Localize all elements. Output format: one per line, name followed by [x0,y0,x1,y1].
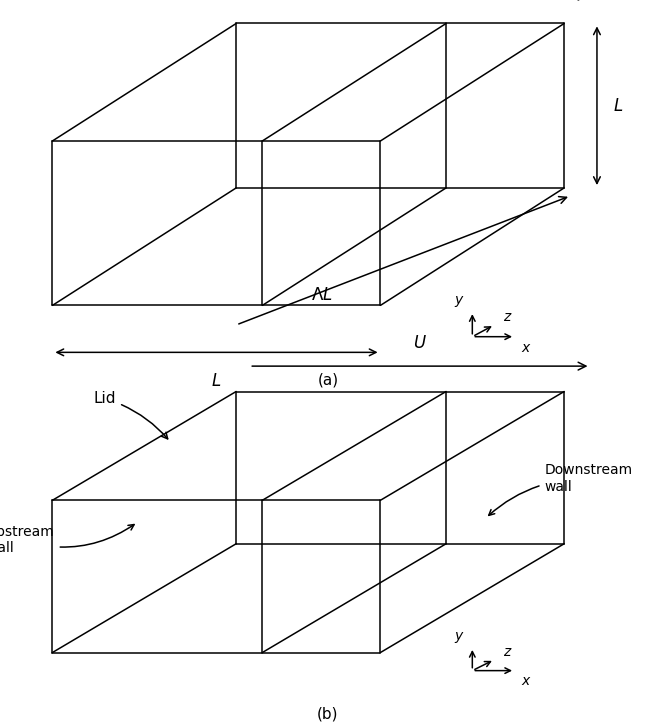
Text: y: y [454,629,462,644]
Text: $L$: $L$ [211,372,222,390]
Text: Downstream
wall: Downstream wall [489,463,632,515]
Text: (a): (a) [318,373,338,388]
Text: y: y [454,294,462,307]
Text: Lid: Lid [94,391,168,439]
Text: x: x [522,341,530,355]
Text: z: z [502,310,510,324]
Text: $U$: $U$ [413,334,427,352]
Text: (b): (b) [318,706,338,721]
Text: $L$: $L$ [613,96,624,115]
Text: x: x [522,674,530,688]
Text: $\Lambda L$: $\Lambda L$ [311,286,332,304]
Text: Upstream
wall: Upstream wall [0,525,134,555]
Text: z: z [502,645,510,659]
